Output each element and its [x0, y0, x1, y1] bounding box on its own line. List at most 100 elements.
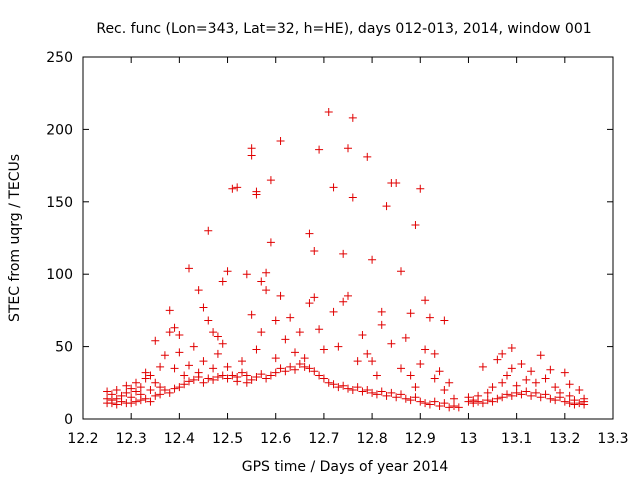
- data-point: [401, 333, 410, 342]
- data-point: [165, 388, 174, 397]
- data-point: [266, 238, 275, 247]
- data-point: [117, 391, 126, 400]
- data-point: [512, 381, 521, 390]
- data-point: [209, 328, 218, 337]
- data-point: [411, 393, 420, 402]
- data-point: [156, 390, 165, 399]
- data-point: [300, 354, 309, 363]
- data-point: [156, 362, 165, 371]
- data-point: [527, 391, 536, 400]
- data-point: [213, 349, 222, 358]
- data-point: [575, 386, 584, 395]
- data-point: [194, 286, 203, 295]
- data-point: [122, 381, 131, 390]
- data-point: [401, 394, 410, 403]
- data-point: [247, 144, 256, 153]
- x-tick-label: 13.3: [597, 431, 628, 447]
- data-point: [339, 249, 348, 258]
- x-tick-label: 13: [460, 431, 478, 447]
- data-point: [180, 380, 189, 389]
- data-point: [430, 349, 439, 358]
- data-point: [546, 394, 555, 403]
- data-point: [575, 399, 584, 408]
- data-point: [421, 399, 430, 408]
- data-point: [132, 378, 140, 387]
- data-points: [103, 108, 589, 412]
- data-point: [209, 364, 218, 373]
- x-tick-label: 12.7: [308, 431, 339, 447]
- data-point: [416, 184, 425, 193]
- data-point: [382, 391, 391, 400]
- data-point: [165, 306, 174, 315]
- y-tick-label: 250: [46, 50, 73, 66]
- data-point: [165, 328, 174, 337]
- data-point: [252, 373, 261, 382]
- data-point: [103, 394, 112, 403]
- data-point: [146, 397, 155, 406]
- data-point: [498, 349, 507, 358]
- data-point: [257, 328, 266, 337]
- data-point: [421, 345, 430, 354]
- data-point: [262, 374, 271, 383]
- data-point: [315, 325, 324, 334]
- data-point: [565, 380, 574, 389]
- y-tick-label: 150: [46, 195, 73, 211]
- data-point: [411, 383, 420, 392]
- data-point: [266, 176, 275, 185]
- data-point: [450, 401, 458, 410]
- data-point: [223, 267, 232, 276]
- x-tick-label: 12.5: [212, 431, 243, 447]
- data-point: [344, 291, 352, 300]
- data-point: [242, 371, 251, 380]
- data-point: [305, 229, 314, 238]
- data-point: [247, 310, 256, 319]
- data-point: [353, 383, 362, 392]
- data-point: [218, 339, 227, 348]
- data-point: [107, 390, 116, 399]
- data-point: [122, 388, 131, 397]
- data-point: [478, 399, 487, 408]
- data-point: [233, 377, 242, 386]
- data-point: [392, 393, 401, 402]
- data-point: [233, 183, 242, 192]
- data-point: [315, 371, 324, 380]
- data-point: [242, 270, 251, 279]
- data-point: [112, 386, 121, 395]
- data-point: [358, 387, 367, 396]
- data-point: [199, 303, 208, 312]
- data-point: [252, 345, 261, 354]
- data-point: [324, 108, 333, 117]
- data-point: [353, 357, 362, 366]
- x-tick-label: 12.2: [67, 431, 98, 447]
- data-point: [271, 316, 280, 325]
- data-point: [262, 268, 271, 277]
- data-point: [136, 390, 145, 399]
- data-point: [507, 364, 516, 373]
- data-point: [397, 390, 405, 399]
- chart-title: Rec. func (Lon=343, Lat=32, h=HE), days …: [96, 21, 591, 37]
- data-point: [141, 394, 150, 403]
- data-point: [199, 378, 208, 387]
- data-point: [141, 368, 150, 377]
- data-point: [185, 377, 193, 386]
- data-point: [478, 362, 487, 371]
- data-point: [440, 399, 449, 408]
- data-point: [319, 374, 328, 383]
- data-point: [247, 151, 256, 160]
- data-point: [377, 387, 386, 396]
- data-point: [531, 388, 540, 397]
- data-point: [146, 371, 155, 380]
- data-point: [387, 339, 396, 348]
- data-point: [170, 364, 179, 373]
- data-point: [204, 374, 213, 383]
- data-point: [483, 396, 492, 405]
- data-point: [247, 375, 256, 384]
- data-point: [368, 388, 377, 397]
- data-point: [440, 316, 449, 325]
- tick-labels: 12.2 12.3 12.4 12.5 12.6 12.7 12.8 12.9 13 13.1 13…: [46, 50, 628, 447]
- x-tick-label: 12.8: [357, 431, 388, 447]
- data-point: [213, 332, 222, 341]
- data-point: [291, 365, 299, 374]
- data-point: [387, 388, 396, 397]
